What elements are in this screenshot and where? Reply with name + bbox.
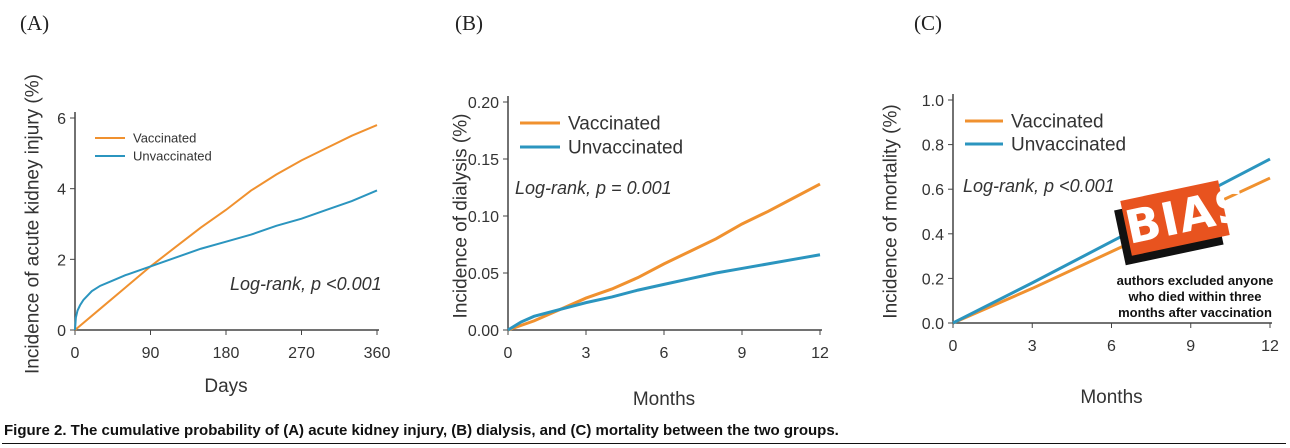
y-tick-label: 0.10: [468, 209, 499, 226]
series-line-unvaccinated: [74, 189, 378, 331]
legend-label: Unvaccinated: [568, 138, 683, 159]
series-line-unvaccinated: [507, 253, 821, 332]
legend-label: Unvaccinated: [1011, 135, 1126, 156]
x-tick-label: 0: [949, 338, 958, 355]
y-tick-label: 0.00: [468, 323, 499, 340]
y-tick-label: 0.0: [922, 316, 944, 333]
x-tick-label: 12: [811, 345, 829, 362]
x-tick-label: 3: [582, 345, 591, 362]
annotation: Log-rank, p <0.001: [230, 274, 382, 294]
y-axis-label: Incidence of acute kidney injury (%): [23, 74, 44, 374]
y-tick-label: 0.20: [468, 95, 499, 112]
y-tick-label: 0.4: [922, 227, 944, 244]
series-line-vaccinated: [507, 182, 821, 332]
legend-label: Unvaccinated: [133, 149, 212, 164]
x-axis-label: Months: [633, 389, 695, 410]
x-axis-label: Months: [1080, 387, 1142, 408]
x-tick-label: 6: [1107, 338, 1116, 355]
legend-label: Vaccinated: [568, 114, 661, 135]
x-tick-label: 9: [738, 345, 747, 362]
caption-underline: [2, 443, 1286, 444]
series-line-vaccinated: [74, 124, 378, 331]
annotation: Log-rank, p = 0.001: [515, 178, 672, 198]
legend-label: Vaccinated: [1011, 112, 1104, 133]
x-tick-label: 9: [1186, 338, 1195, 355]
bias-note: authors excluded anyone who died within …: [1116, 273, 1274, 320]
x-tick-label: 0: [71, 345, 80, 362]
y-tick-label: 0.15: [468, 152, 499, 169]
x-tick-label: 3: [1028, 338, 1037, 355]
x-tick-label: 360: [364, 345, 391, 362]
y-axis-label: Incidence of dialysis (%): [451, 114, 472, 319]
x-tick-label: 180: [213, 345, 240, 362]
y-tick-label: 0: [57, 323, 66, 340]
x-tick-label: 6: [660, 345, 669, 362]
y-tick-label: 0.2: [922, 271, 944, 288]
x-tick-label: 270: [288, 345, 315, 362]
panel-label: (A): [20, 11, 49, 35]
x-tick-label: 90: [142, 345, 160, 362]
y-tick-label: 0.05: [468, 266, 499, 283]
y-tick-label: 0.8: [922, 138, 944, 155]
x-axis-label: Days: [204, 376, 247, 397]
y-tick-label: 6: [57, 111, 66, 128]
x-tick-label: 0: [504, 345, 513, 362]
legend-label: Vaccinated: [133, 131, 196, 146]
y-tick-label: 2: [57, 252, 66, 269]
annotation: Log-rank, p <0.001: [963, 176, 1115, 196]
y-tick-label: 1.0: [922, 93, 944, 110]
panel-label: (B): [455, 11, 483, 35]
y-tick-label: 0.6: [922, 182, 944, 199]
panel-label: (C): [914, 11, 942, 35]
x-tick-label: 12: [1261, 338, 1279, 355]
figure-caption: Figure 2. The cumulative probability of …: [4, 422, 839, 439]
y-tick-label: 4: [57, 182, 66, 199]
y-axis-label: Incidence of mortality (%): [881, 104, 902, 318]
